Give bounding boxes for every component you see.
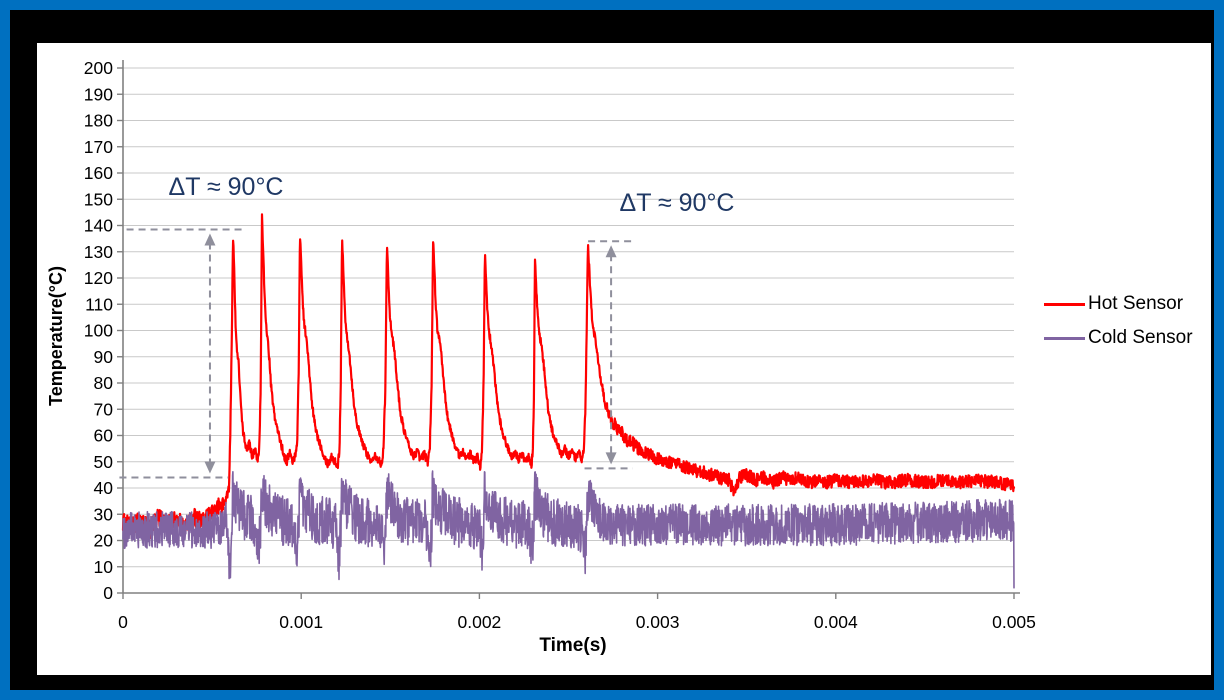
delta-t-annotation-2: ΔT ≈ 90°C [619,189,735,217]
svg-text:0.005: 0.005 [992,612,1036,632]
svg-text:0.003: 0.003 [636,612,680,632]
svg-text:150: 150 [84,189,113,209]
svg-text:0.001: 0.001 [279,612,323,632]
x-axis-title: Time(s) [539,635,607,656]
svg-text:90: 90 [94,347,114,367]
hot-sensor-line-swatch [1044,302,1085,306]
svg-text:140: 140 [84,216,113,236]
svg-text:70: 70 [94,399,114,419]
svg-text:120: 120 [84,268,113,288]
annotation-arrow-1 [119,228,243,479]
y-gridlines [123,67,1014,568]
temperature-chart: 0 10 20 30 40 50 60 70 80 90 100 110 120 130 140 150 160… [84,58,1036,632]
svg-text:20: 20 [94,531,114,551]
hot-sensor-line [121,213,1016,540]
delta-t-annotation-1: ΔT ≈ 90°C [168,173,284,201]
svg-text:60: 60 [94,426,114,446]
y-tick-labels: 0 10 20 30 40 50 60 70 80 90 100 110 120 130 140 150 160… [84,58,113,603]
cold-sensor-line-swatch [1044,336,1085,340]
svg-text:130: 130 [84,242,113,262]
axes [117,60,1020,599]
svg-text:190: 190 [84,84,113,104]
svg-text:50: 50 [94,452,114,472]
svg-text:110: 110 [85,294,113,314]
legend-item-hot-sensor: Hot Sensor [1044,293,1193,315]
legend-label-cold-sensor: Cold Sensor [1088,327,1193,348]
x-tick-labels: 0 0.001 0.002 0.003 0.004 0.005 [118,612,1036,632]
legend-label-hot-sensor: Hot Sensor [1088,293,1184,314]
hot-sensor-series [121,213,1016,540]
svg-text:180: 180 [84,111,113,131]
svg-text:80: 80 [94,373,114,393]
svg-text:170: 170 [84,137,113,157]
legend-item-cold-sensor: Cold Sensor [1044,327,1193,349]
svg-text:200: 200 [84,58,113,78]
cold-sensor-line [122,470,1015,589]
svg-text:0: 0 [118,612,128,632]
svg-text:0.004: 0.004 [814,612,858,632]
svg-text:0.002: 0.002 [458,612,502,632]
svg-text:100: 100 [84,321,113,341]
svg-text:0: 0 [103,583,113,603]
y-axis-title: Temperature(°C) [46,266,66,406]
svg-text:10: 10 [94,557,114,577]
svg-text:30: 30 [94,504,114,524]
legend: Hot Sensor Cold Sensor [1044,293,1193,361]
svg-text:40: 40 [94,478,114,498]
annotation-arrow-2 [584,240,633,470]
cold-sensor-series [122,470,1015,589]
svg-text:160: 160 [84,163,113,183]
chart-panel: 0 10 20 30 40 50 60 70 80 90 100 110 120 130 140 150 160… [37,43,1211,675]
